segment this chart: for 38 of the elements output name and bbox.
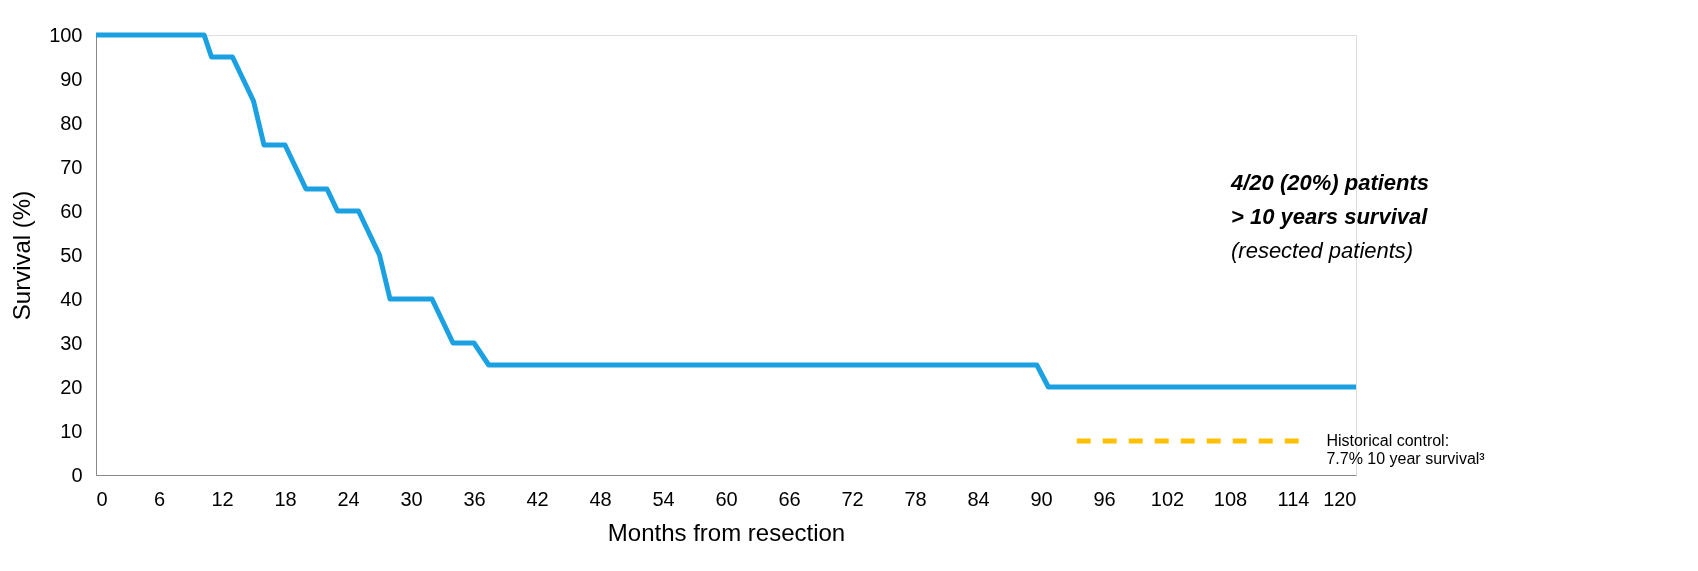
- x-tick-label: 6: [153, 487, 166, 510]
- x-tick-label: 30: [400, 487, 423, 510]
- x-tick-label: 84: [967, 487, 990, 510]
- y-tick-label: 50: [60, 243, 83, 266]
- x-tick-label: 36: [463, 487, 486, 510]
- x-tick-label: 66: [778, 487, 801, 510]
- y-tick-label: 100: [49, 23, 83, 46]
- annotation: 4/20 (20%) patients: [1230, 170, 1430, 195]
- annotation: > 10 years survival: [1231, 204, 1429, 229]
- x-tick-label: 102: [1150, 487, 1185, 510]
- y-tick-label: 20: [60, 375, 83, 398]
- x-tick-label: 120: [1323, 487, 1357, 510]
- x-tick-label: 72: [841, 487, 864, 510]
- x-tick-label: 18: [274, 487, 297, 510]
- x-tick-label: 96: [1093, 487, 1116, 510]
- x-axis-title: Months from resection: [607, 518, 846, 546]
- y-tick-label: 80: [60, 111, 83, 134]
- y-tick-label: 70: [60, 155, 83, 178]
- x-tick-label: 60: [715, 487, 738, 510]
- x-tick-label: 48: [589, 487, 612, 510]
- y-tick-label: 10: [60, 419, 83, 442]
- y-tick-label: 30: [60, 331, 83, 354]
- y-tick-label: 90: [60, 67, 83, 90]
- x-tick-label: 114: [1277, 487, 1310, 510]
- x-tick-label: 90: [1030, 487, 1053, 510]
- x-tick-label: 78: [904, 487, 927, 510]
- series-label: Historical control: 7.7% 10 year survival³: [1326, 432, 1486, 468]
- y-tick-label: 40: [60, 287, 83, 310]
- y-tick-label: 0: [71, 463, 83, 486]
- y-axis-title: Survival (%): [8, 190, 36, 321]
- y-tick-label: 60: [60, 199, 83, 222]
- x-tick-label: 0: [96, 487, 108, 510]
- x-tick-label: 24: [337, 487, 360, 510]
- x-tick-label: 42: [526, 487, 549, 510]
- x-tick-label: 108: [1213, 487, 1248, 510]
- annotation: (resected patients): [1231, 238, 1414, 263]
- x-tick-label: 12: [211, 487, 234, 510]
- x-tick-label: 54: [652, 487, 675, 510]
